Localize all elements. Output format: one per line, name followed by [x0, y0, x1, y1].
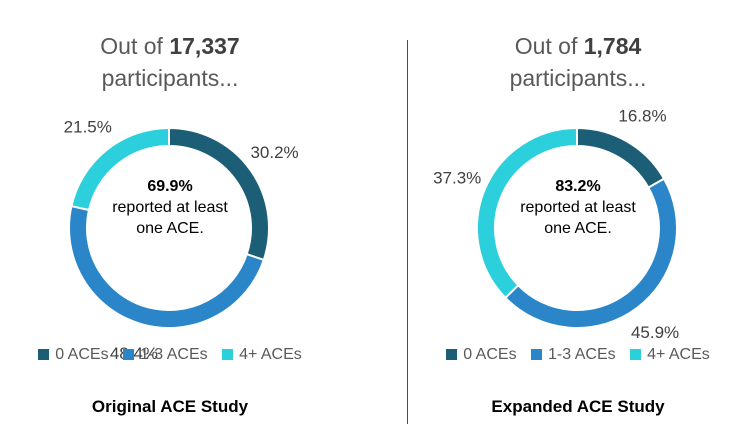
- legend-label: 1-3 ACEs: [140, 346, 208, 363]
- legend-swatch: [531, 349, 543, 360]
- headline: Out of 17,337 participants...: [0, 30, 340, 94]
- center-percentage: 69.9%: [147, 178, 193, 195]
- chart-caption: Expanded ACE Study: [491, 397, 665, 416]
- participant-count: 17,337: [169, 33, 240, 59]
- legend-swatch: [222, 349, 234, 360]
- center-description: reported at least one ACE.: [520, 199, 636, 237]
- headline: Out of 1,784 participants...: [408, 30, 748, 94]
- center-percentage: 83.2%: [555, 178, 601, 195]
- donut-chart: 16.8% 45.9% 37.3%: [433, 107, 679, 342]
- legend: 0 ACEs 1-3 ACEs 4+ ACEs: [0, 346, 340, 364]
- panel-divider: [407, 40, 408, 424]
- legend-swatch: [123, 349, 135, 360]
- legend-item-0-aces: 0 ACEs: [38, 346, 109, 364]
- legend-swatch: [38, 349, 50, 360]
- participant-count: 1,784: [583, 33, 642, 59]
- legend-label: 0 ACEs: [463, 346, 517, 363]
- center-description: reported at least one ACE.: [112, 199, 228, 237]
- center-label: 83.2% reported at least one ACE.: [518, 176, 638, 239]
- legend-label: 4+ ACEs: [239, 346, 302, 363]
- center-label: 69.9% reported at least one ACE.: [110, 176, 230, 239]
- headline-prefix: Out of: [100, 33, 170, 59]
- slice-label-0-aces: 16.8%: [618, 107, 666, 126]
- expanded-study-panel: Out of 1,784 participants... 16.8% 45.9% 3…: [408, 0, 748, 446]
- slice-label-4-plus-aces: 21.5%: [64, 117, 112, 136]
- headline-suffix: participants...: [509, 65, 647, 91]
- legend-item-4-plus-aces: 4+ ACEs: [630, 346, 710, 364]
- headline-prefix: Out of: [514, 33, 584, 59]
- legend-item-1-3-aces: 1-3 ACEs: [531, 346, 616, 364]
- slice-label-1-3-aces: 45.9%: [631, 323, 679, 342]
- legend-label: 0 ACEs: [55, 346, 109, 363]
- legend-label: 1-3 ACEs: [548, 346, 616, 363]
- original-study-panel: Out of 17,337 participants... 30.2%48.4%…: [0, 0, 340, 446]
- slice-label-0-aces: 30.2%: [250, 143, 298, 162]
- legend-swatch: [446, 349, 458, 360]
- chart-caption: Original ACE Study: [91, 397, 249, 416]
- donut-slice-4-plus-aces: [70, 126, 170, 212]
- legend-swatch: [630, 349, 642, 360]
- legend-label: 4+ ACEs: [647, 346, 710, 363]
- legend-item-1-3-aces: 1-3 ACEs: [123, 346, 208, 364]
- donut-chart: 30.2%48.4%21.5%: [64, 117, 299, 363]
- slice-label-4-plus-aces: 37.3%: [433, 168, 481, 187]
- legend: 0 ACEs 1-3 ACEs 4+ ACEs: [408, 346, 748, 364]
- legend-item-0-aces: 0 ACEs: [446, 346, 517, 364]
- legend-item-4-plus-aces: 4+ ACEs: [222, 346, 302, 364]
- donut-slice-4-plus-aces: [476, 126, 578, 300]
- headline-suffix: participants...: [101, 65, 239, 91]
